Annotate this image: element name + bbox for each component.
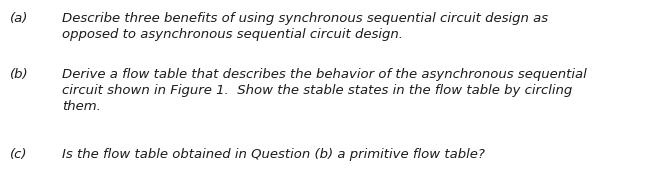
- Text: (a): (a): [10, 12, 28, 25]
- Text: opposed to asynchronous sequential circuit design.: opposed to asynchronous sequential circu…: [62, 28, 403, 41]
- Text: them.: them.: [62, 100, 101, 113]
- Text: circuit shown in Figure 1.  Show the stable states in the flow table by circling: circuit shown in Figure 1. Show the stab…: [62, 84, 572, 97]
- Text: Describe three benefits of using synchronous sequential circuit design as: Describe three benefits of using synchro…: [62, 12, 548, 25]
- Text: Derive a flow table that describes the behavior of the asynchronous sequential: Derive a flow table that describes the b…: [62, 68, 587, 81]
- Text: (b): (b): [10, 68, 28, 81]
- Text: Is the flow table obtained in Question ​(b) a primitive flow table?: Is the flow table obtained in Question ​…: [62, 148, 485, 161]
- Text: (c): (c): [10, 148, 28, 161]
